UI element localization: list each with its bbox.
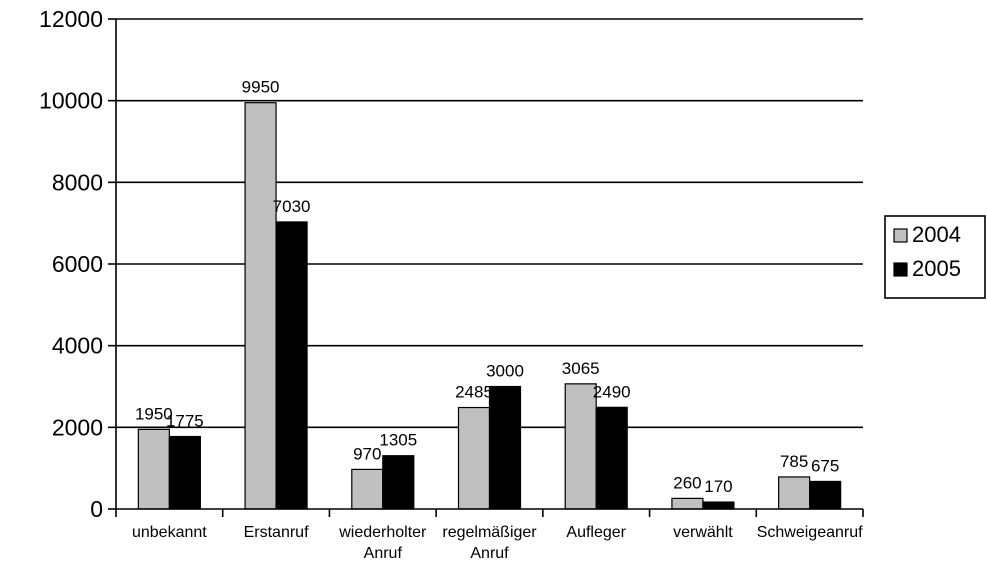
x-tick-label: unbekannt [132, 524, 207, 541]
bar-2004-1 [244, 102, 277, 510]
data-label: 2485 [455, 383, 493, 402]
y-tick-label: 10000 [39, 88, 103, 114]
legend-swatch-2004 [893, 228, 908, 243]
data-label: 2490 [593, 382, 631, 401]
data-label: 1775 [166, 412, 204, 431]
data-label: 170 [704, 477, 732, 496]
y-tick-label: 4000 [52, 333, 103, 359]
y-tick-label: 8000 [52, 169, 103, 195]
bar-2005-2 [382, 455, 415, 510]
data-label: 785 [780, 452, 808, 471]
bar-2004-4 [564, 383, 597, 510]
bar-2004-3 [457, 406, 491, 510]
legend-label-2004: 2004 [912, 222, 961, 247]
y-tick-label: 0 [90, 496, 103, 522]
legend: 2004 2005 [884, 215, 986, 299]
bar-2005-5 [702, 501, 735, 510]
y-tick-label: 6000 [52, 251, 103, 277]
y-axis-ticks: 0 2000 4000 6000 8000 10000 12000 [39, 6, 116, 522]
data-label: 9950 [242, 78, 280, 97]
x-tick-label: regelmäßiger Anruf [442, 524, 537, 562]
data-label: 675 [811, 456, 839, 475]
data-label: 1305 [379, 431, 417, 450]
bar-2004-5 [671, 497, 704, 510]
x-tick-label: Erstanruf [244, 524, 309, 541]
bar-2004-2 [351, 468, 384, 510]
bars [137, 102, 842, 510]
bar-2005-3 [488, 385, 522, 510]
y-tick-label: 12000 [39, 6, 103, 32]
x-tick-label: wiederholter Anruf [338, 524, 427, 562]
bar-2005-6 [809, 480, 842, 510]
x-tick-label: Aufleger [566, 524, 626, 541]
data-label: 7030 [273, 197, 311, 216]
y-tick-label: 2000 [52, 414, 103, 440]
bar-2004-6 [778, 476, 811, 510]
bar-2005-0 [168, 435, 201, 510]
x-tick-label: Schweigeanruf [757, 524, 863, 541]
data-label: 1950 [135, 404, 173, 423]
data-label: 3000 [486, 362, 524, 381]
data-label: 260 [673, 473, 701, 492]
bar-2005-1 [275, 221, 308, 510]
gridlines [116, 18, 863, 429]
data-label: 3065 [562, 359, 600, 378]
bar-2004-0 [137, 428, 170, 510]
legend-swatch-2005 [893, 262, 908, 277]
data-label: 970 [353, 444, 381, 463]
x-tick-label: verwählt [673, 524, 733, 541]
legend-label-2005: 2005 [912, 256, 961, 281]
x-axis-ticks: unbekannt Erstanruf wiederholter Anruf regel… [115, 509, 864, 562]
bar-2005-4 [595, 406, 628, 510]
